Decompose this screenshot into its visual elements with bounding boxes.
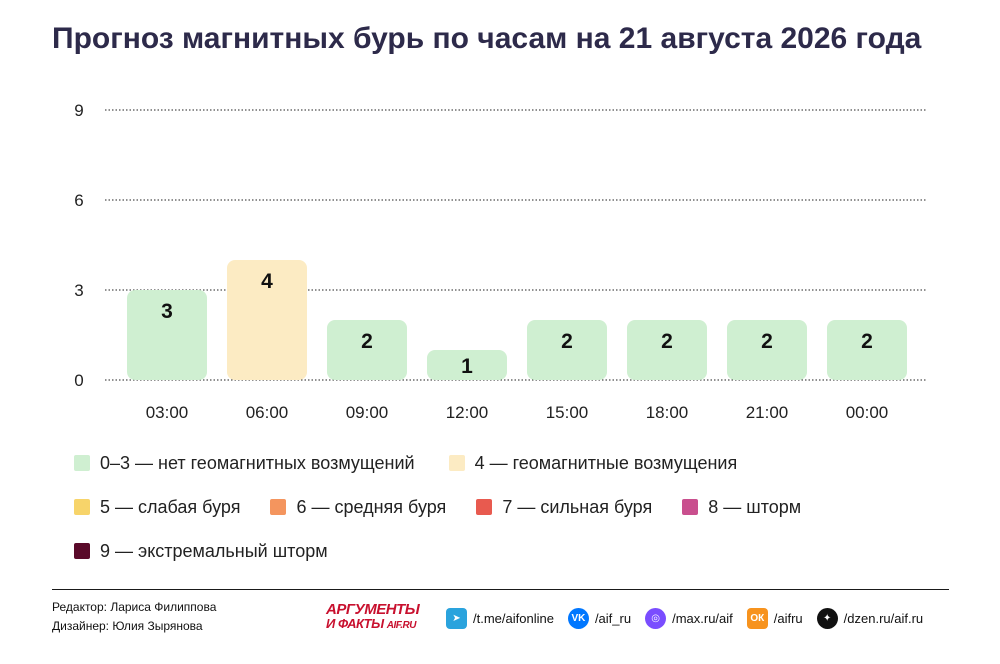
social-label: /max.ru/aif	[672, 611, 733, 626]
x-tick-label: 15:00	[546, 403, 589, 422]
logo-domain: AIF.RU	[386, 620, 417, 631]
bar-value-label: 2	[861, 330, 873, 353]
bar-value-label: 2	[561, 330, 573, 353]
bar-21:00	[727, 320, 807, 380]
chart-title: Прогноз магнитных бурь по часам на 21 ав…	[52, 22, 922, 55]
legend: 0–3 — нет геомагнитных возмущений 4 — гео…	[74, 452, 954, 584]
bar-value-label: 4	[261, 270, 273, 293]
legend-item: 9 — экстремальный шторм	[74, 541, 328, 562]
legend-swatch	[448, 455, 465, 471]
legend-row: 9 — экстремальный шторм	[74, 540, 954, 562]
odnoklassniki-icon: ОК	[746, 608, 768, 629]
legend-item: 0–3 — нет геомагнитных возмущений	[74, 453, 415, 474]
bar-09:00	[327, 320, 407, 380]
social-label: /dzen.ru/aif.ru	[843, 611, 924, 626]
credits: Редактор: Лариса Филиппова Дизайнер: Юли…	[52, 598, 216, 636]
legend-item: 7 — сильная буря	[476, 497, 652, 518]
bar-value-label: 2	[661, 330, 673, 353]
logo-bottom-text: И ФАКТЫ	[326, 616, 384, 631]
legend-item: 6 — средняя буря	[270, 497, 446, 518]
bar-15:00	[527, 320, 607, 380]
legend-swatch	[682, 499, 699, 515]
legend-item: 8 — шторм	[682, 497, 801, 518]
legend-label: 9 — экстремальный шторм	[100, 540, 328, 561]
logo-top-text: АРГУМЕНТЫ	[326, 601, 420, 618]
telegram-link[interactable]: ➤ /t.me/aifonline	[446, 608, 554, 629]
max-icon: ◎	[645, 608, 667, 629]
legend-swatch	[74, 499, 90, 515]
social-label: /aif_ru	[594, 611, 632, 626]
x-tick-label: 03:00	[146, 403, 189, 422]
legend-label: 7 — сильная буря	[502, 496, 653, 517]
bar-00:00	[827, 320, 907, 380]
y-tick-label: 9	[74, 101, 83, 120]
legend-swatch	[74, 455, 90, 471]
legend-label: 5 — слабая буря	[100, 496, 241, 517]
legend-label: 6 — средняя буря	[296, 496, 447, 517]
legend-row: 0–3 — нет геомагнитных возмущений 4 — гео…	[74, 452, 954, 474]
bar-03:00	[127, 290, 207, 380]
bar-18:00	[627, 320, 707, 380]
editor-credit: Редактор: Лариса Филиппова	[52, 600, 217, 614]
bar-chart: 0 3 6 9 3 03:00 4 06:00 2 09:00 1 12:00 2 15:00 2 18:00…	[74, 101, 927, 422]
y-tick-label: 3	[74, 281, 83, 300]
dzen-link[interactable]: ✦ /dzen.ru/aif.ru	[816, 608, 924, 629]
vk-icon: VK	[567, 608, 589, 629]
x-tick-label: 00:00	[846, 403, 889, 422]
bar-value-label: 1	[461, 355, 473, 378]
x-tick-label: 12:00	[446, 403, 489, 422]
legend-item: 5 — слабая буря	[74, 497, 240, 518]
legend-item: 4 — геомагнитные возмущения	[448, 452, 738, 474]
legend-label: 8 — шторм	[708, 496, 802, 517]
max-link[interactable]: ◎ /max.ru/aif	[645, 608, 733, 629]
bar-06:00	[227, 260, 307, 380]
telegram-icon: ➤	[446, 608, 467, 629]
footer-divider	[52, 589, 949, 590]
legend-label: 0–3 — нет геомагнитных возмущений	[100, 452, 415, 473]
bar-value-label: 2	[361, 330, 373, 353]
vk-link[interactable]: VK/aif_ru	[567, 608, 632, 629]
y-tick-label: 0	[74, 371, 83, 390]
logo-bottom: И ФАКТЫ AIF.RU	[326, 617, 432, 633]
aif-logo[interactable]: АРГУМЕНТЫ И ФАКТЫ AIF.RU	[326, 601, 432, 633]
dzen-icon: ✦	[816, 608, 838, 629]
x-tick-label: 21:00	[746, 403, 789, 422]
bar-value-label: 3	[161, 300, 173, 323]
x-tick-label: 06:00	[246, 403, 289, 422]
social-links: ➤/t.me/aifonline VK/aif_ru ◎/max.ru/aif ОК /…	[446, 608, 937, 629]
y-tick-label: 6	[74, 191, 83, 210]
social-label: /aifru	[773, 611, 803, 626]
legend-swatch	[476, 499, 493, 515]
x-tick-label: 09:00	[346, 403, 389, 422]
legend-row: 5 — слабая буря 6 — средняя буря 7 — сильн…	[74, 496, 954, 518]
legend-swatch	[74, 543, 90, 559]
social-label: /t.me/aifonline	[473, 611, 554, 626]
bar-value-label: 2	[761, 330, 773, 353]
legend-label: 4 — геомагнитные возмущения	[474, 452, 738, 473]
legend-swatch	[270, 499, 287, 515]
x-tick-label: 18:00	[646, 403, 689, 422]
designer-credit: Дизайнер: Юлия Зырянова	[52, 619, 203, 633]
bar-12:00	[427, 350, 507, 380]
odnoklassniki-link[interactable]: ОК/aifru	[746, 608, 803, 629]
